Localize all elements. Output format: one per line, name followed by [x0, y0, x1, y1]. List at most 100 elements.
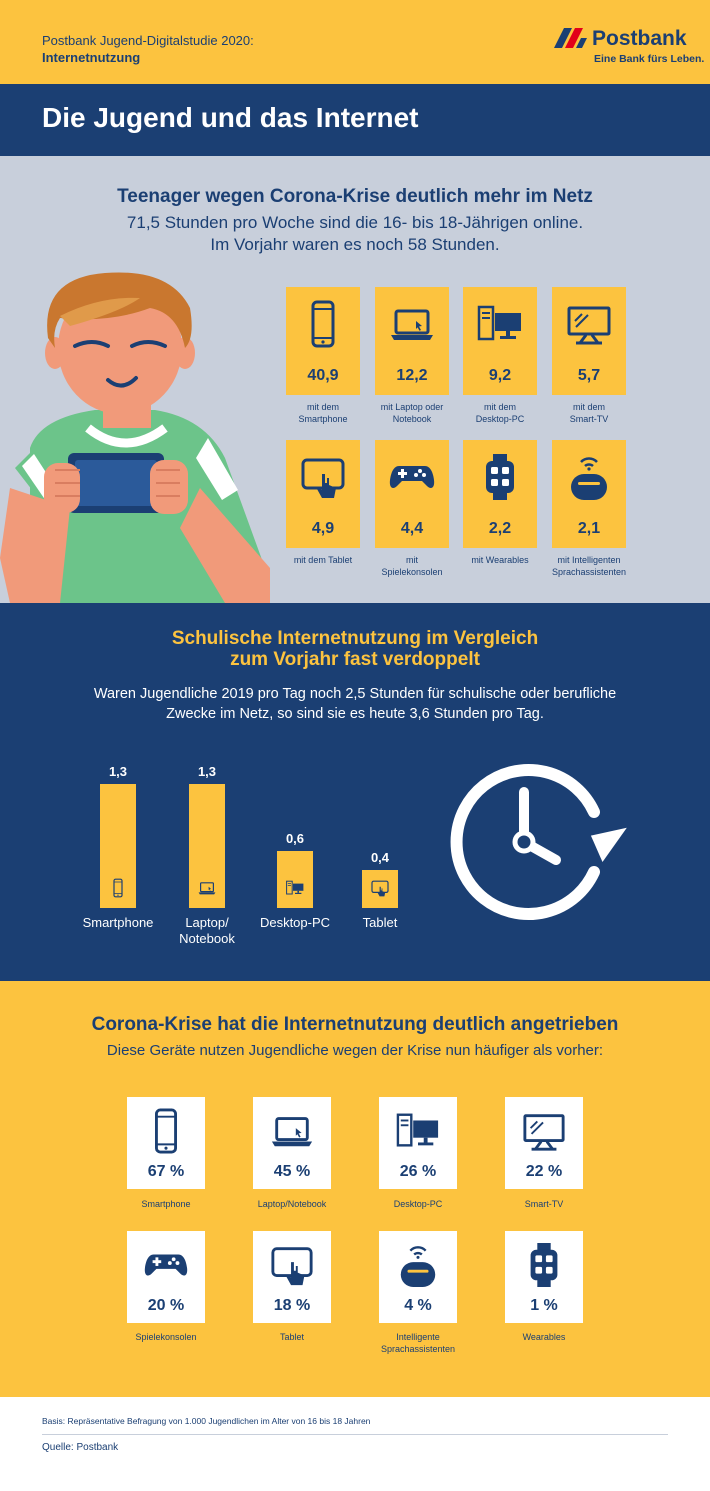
- increase-label: Intelligente Sprachassistenten: [363, 1331, 473, 1355]
- label-line: Wearables: [522, 1332, 566, 1342]
- increase-tile-tablet: 18 %: [253, 1231, 331, 1323]
- header-bar: [0, 0, 710, 84]
- bar-value-label: 1,3: [197, 764, 217, 779]
- label-line: Spielekonsolen: [135, 1332, 197, 1342]
- increase-value: 1 %: [530, 1297, 558, 1314]
- section2-subtitle: Waren Jugendliche 2019 pro Tag noch 2,5 …: [60, 684, 650, 724]
- bar-value-label: 0,4: [370, 850, 390, 865]
- increase-label: Tablet: [237, 1331, 347, 1343]
- label-line: Tablet: [279, 1332, 305, 1342]
- label-line: Sprachassistenten: [551, 567, 627, 577]
- tablet-icon: [270, 1241, 314, 1289]
- clock-icon: [444, 762, 630, 922]
- section3-heading: Corona-Krise hat die Internetnutzung deu…: [91, 1014, 619, 1035]
- footer: [0, 1397, 710, 1491]
- footer-divider: [42, 1434, 668, 1435]
- weekly-hours-value: 4,9: [311, 520, 335, 537]
- increase-value: 22 %: [525, 1163, 563, 1180]
- increase-value: 20 %: [147, 1297, 185, 1314]
- weekly-hours-tile-wearables: 2,2: [463, 440, 537, 548]
- label-line: Desktop-PC: [475, 414, 525, 424]
- bar-value-label: 1,3: [108, 764, 128, 779]
- section3-subtitle: Diese Geräte nutzen Jugendliche wegen de…: [106, 1042, 604, 1059]
- desktop-pc-icon: [285, 878, 305, 898]
- section2-subtitle-line2: Zwecke im Netz, so sind sie es heute 3,6…: [166, 706, 544, 722]
- bar-category-label: Tablet: [335, 915, 425, 931]
- teenager-illustration: [0, 272, 270, 603]
- section2-heading-line2: zum Vorjahr fast verdoppelt: [230, 649, 480, 670]
- increase-value: 45 %: [273, 1163, 311, 1180]
- label-line: mit dem: [483, 402, 516, 412]
- increase-label: Smartphone: [111, 1198, 221, 1210]
- section2-heading: Schulische Internetnutzung im Vergleich …: [0, 628, 710, 670]
- study-name: Postbank Jugend-Digitalstudie 2020:: [42, 33, 254, 48]
- smartphone-icon: [300, 299, 346, 349]
- logo-name: Postbank: [592, 27, 687, 50]
- section1-subtitle-line1: 71,5 Stunden pro Woche sind die 16- bis …: [126, 213, 584, 232]
- increase-tile-console: 20 %: [127, 1231, 205, 1323]
- smart-tv-icon: [566, 299, 612, 349]
- weekly-hours-label: mit Wearables: [455, 554, 545, 566]
- bar-category-label: Smartphone: [73, 915, 163, 931]
- section1-subtitle: 71,5 Stunden pro Woche sind die 16- bis …: [60, 212, 650, 256]
- label-line: Smart-TV: [524, 1199, 564, 1209]
- source-note: Quelle: Postbank: [42, 1442, 119, 1453]
- label-line: Notebook: [179, 931, 235, 946]
- smartphone-icon: [108, 878, 128, 898]
- bar-category-label: Desktop-PC: [250, 915, 340, 931]
- weekly-hours-tile-console: 4,4: [375, 440, 449, 548]
- weekly-hours-label: mit Laptop oder Notebook: [367, 401, 457, 425]
- increase-label: Spielekonsolen: [111, 1331, 221, 1343]
- bar-value-label: 0,6: [285, 831, 305, 846]
- weekly-hours-value: 4,4: [400, 520, 424, 537]
- tablet-icon: [300, 452, 346, 502]
- label-line: mit dem: [572, 402, 605, 412]
- label-line: Laptop/Notebook: [257, 1199, 327, 1209]
- weekly-hours-value: 5,7: [577, 367, 601, 384]
- laptop-icon: [270, 1107, 314, 1155]
- page-title: Die Jugend und das Internet: [42, 102, 419, 133]
- smart-tv-icon: [522, 1107, 566, 1155]
- section2-heading-line1: Schulische Internetnutzung im Vergleich: [171, 628, 539, 649]
- smartwatch-icon: [522, 1241, 566, 1289]
- section1-subtitle-line2: Im Vorjahr waren es noch 58 Stunden.: [210, 235, 500, 254]
- increase-label: Desktop-PC: [363, 1198, 473, 1210]
- weekly-hours-tile-speaker: 2,1: [552, 440, 626, 548]
- increase-label: Laptop/Notebook: [237, 1198, 347, 1210]
- label-line: mit dem: [306, 402, 339, 412]
- gamepad-icon: [389, 452, 435, 502]
- increase-value: 4 %: [404, 1297, 432, 1314]
- weekly-hours-value: 40,9: [307, 367, 339, 384]
- label-line: Desktop-PC: [259, 915, 331, 930]
- label-line: mit Intelligenten: [557, 555, 621, 565]
- label-line: Spielekonsolen: [381, 567, 443, 577]
- increase-tile-desktop: 26 %: [379, 1097, 457, 1189]
- smartwatch-icon: [477, 452, 523, 502]
- label-line: Desktop-PC: [393, 1199, 443, 1209]
- increase-label: Smart-TV: [489, 1198, 599, 1210]
- bar-smartphone: [100, 784, 136, 908]
- label-line: Smartphone: [298, 414, 348, 424]
- increase-tile-wearables: 1 %: [505, 1231, 583, 1323]
- section2-subtitle-line1: Waren Jugendliche 2019 pro Tag noch 2,5 …: [93, 686, 617, 702]
- label-line: Tablet: [362, 915, 398, 930]
- smart-speaker-icon: [566, 452, 612, 502]
- bar-category-label: Laptop/Notebook: [162, 915, 252, 947]
- logo-claim: Eine Bank fürs Leben.: [594, 53, 705, 65]
- desktop-pc-icon: [396, 1107, 440, 1155]
- label-line: mit Laptop oder: [380, 402, 444, 412]
- smartphone-icon: [144, 1107, 188, 1155]
- increase-tile-smartphone: 67 %: [127, 1097, 205, 1189]
- survey-basis-note: Basis: Repräsentative Befragung von 1.00…: [42, 1416, 371, 1426]
- weekly-hours-label: mit Spielekonsolen: [367, 554, 457, 578]
- increase-value: 26 %: [399, 1163, 437, 1180]
- label-line: mit: [406, 555, 418, 565]
- increase-label: Wearables: [489, 1331, 599, 1343]
- weekly-hours-tile-laptop: 12,2: [375, 287, 449, 395]
- weekly-hours-tile-desktop: 9,2: [463, 287, 537, 395]
- desktop-pc-icon: [477, 299, 523, 349]
- study-topic: Internetnutzung: [42, 50, 141, 65]
- weekly-hours-label: mit Intelligenten Sprachassistenten: [544, 554, 634, 578]
- label-line: mit Wearables: [471, 555, 529, 565]
- bar-desktop-pc: [277, 851, 313, 908]
